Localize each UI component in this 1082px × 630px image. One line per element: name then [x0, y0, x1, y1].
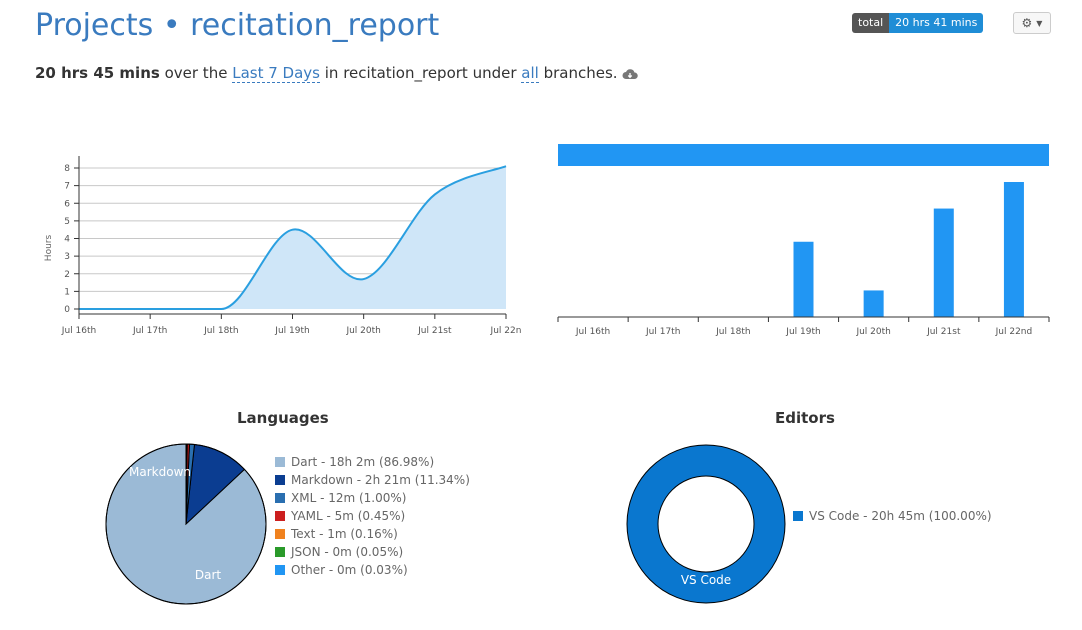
- line-chart-x-tick-label: Jul 21st: [417, 326, 452, 336]
- line-chart-series-line: [78, 165, 507, 310]
- legend-swatch: [275, 529, 285, 539]
- line-chart-y-tick-label: 0: [64, 305, 70, 315]
- summary-line: 20 hrs 45 mins over the Last 7 Days in r…: [35, 64, 639, 83]
- editors-donut-hole: [657, 475, 755, 573]
- branch-link[interactable]: all: [521, 64, 539, 83]
- badge-label: total: [852, 13, 890, 33]
- summary-text-in: in recitation_report under: [324, 64, 517, 82]
- languages-legend-item[interactable]: XML - 12m (1.00%): [275, 489, 470, 507]
- bar-chart-x-tick-label: Jul 22nd: [995, 327, 1033, 337]
- legend-swatch: [275, 565, 285, 575]
- line-chart-area: [79, 166, 506, 309]
- legend-swatch: [275, 475, 285, 485]
- legend-swatch: [275, 547, 285, 557]
- languages-slice-label-dart: Dart: [195, 568, 222, 582]
- line-chart-y-label: Hours: [44, 235, 54, 262]
- editors-legend-item[interactable]: VS Code - 20h 45m (100.00%): [793, 507, 992, 525]
- hours-line-chart: 0 1 2 3 4 5 6 7 8 Jul 16th Jul 17th Jul 18th Jul 19t…: [44, 156, 522, 336]
- line-chart-x-tick-label: Jul 16th: [61, 326, 96, 336]
- legend-label: Other - 0m (0.03%): [291, 563, 408, 577]
- line-chart-x-tick-label: Jul 17th: [132, 326, 167, 336]
- total-time-badge[interactable]: total 20 hrs 41 mins: [852, 13, 984, 33]
- languages-legend-item[interactable]: YAML - 5m (0.45%): [275, 507, 470, 525]
- bar-chart-x-tick-label: Jul 18th: [715, 327, 750, 337]
- project-name: recitation_report: [190, 8, 440, 43]
- line-chart-x-tick-label: Jul 20th: [345, 326, 380, 336]
- page-title: Projects • recitation_report: [35, 8, 439, 43]
- editors-title: Editors: [775, 409, 835, 427]
- line-chart-x-tick-label: Jul 18th: [203, 326, 238, 336]
- legend-label: VS Code - 20h 45m (100.00%): [809, 509, 992, 523]
- title-separator: •: [162, 8, 181, 43]
- legend-label: Dart - 18h 2m (86.98%): [291, 455, 435, 469]
- line-chart-y-tick-label: 6: [64, 199, 70, 209]
- legend-label: YAML - 5m (0.45%): [291, 509, 406, 523]
- date-range-link[interactable]: Last 7 Days: [232, 64, 320, 83]
- bar-chart-bar[interactable]: [863, 290, 884, 317]
- bar-chart-x-tick-label: Jul 21st: [926, 327, 961, 337]
- legend-swatch: [275, 511, 285, 521]
- bar-chart-x-tick-label: Jul 17th: [645, 327, 680, 337]
- projects-link[interactable]: Projects: [35, 8, 154, 43]
- languages-legend: Dart - 18h 2m (86.98%) Markdown - 2h 21m …: [275, 453, 470, 579]
- languages-slice-label-markdown: Markdown: [129, 465, 191, 479]
- legend-label: Text - 1m (0.16%): [291, 527, 398, 541]
- line-chart-y-tick-label: 2: [64, 270, 70, 280]
- languages-legend-item[interactable]: Dart - 18h 2m (86.98%): [275, 453, 470, 471]
- editors-slice-label: VS Code: [681, 573, 731, 587]
- daily-bar-chart: Jul 16th Jul 17th Jul 18th Jul 19th Jul 20th…: [557, 144, 1050, 337]
- languages-legend-item[interactable]: Other - 0m (0.03%): [275, 561, 470, 579]
- languages-pie-outline: [105, 443, 267, 605]
- legend-swatch: [275, 493, 285, 503]
- line-chart-x-tick-label: Jul 19th: [274, 326, 309, 336]
- line-chart-y-tick-label: 5: [64, 217, 70, 227]
- legend-label: Markdown - 2h 21m (11.34%): [291, 473, 470, 487]
- languages-title: Languages: [237, 409, 329, 427]
- bar-chart-bar[interactable]: [1003, 182, 1024, 317]
- legend-swatch: [275, 457, 285, 467]
- badge-value: 20 hrs 41 mins: [889, 13, 984, 33]
- summary-text-branches: branches.: [543, 64, 618, 82]
- legend-swatch: [793, 511, 803, 521]
- editors-legend: VS Code - 20h 45m (100.00%): [793, 507, 992, 525]
- editors-donut-chart: VS Code: [626, 444, 786, 604]
- cloud-download-icon[interactable]: [622, 64, 639, 82]
- legend-label: JSON - 0m (0.05%): [291, 545, 404, 559]
- bar-chart-bar[interactable]: [793, 241, 814, 317]
- line-chart-y-tick-label: 3: [64, 252, 70, 262]
- bar-chart-top-band: [558, 144, 1049, 166]
- total-time: 20 hrs 45 mins: [35, 64, 160, 82]
- settings-dropdown-button[interactable]: ⚙ ▼: [1013, 12, 1051, 34]
- line-chart-y-tick-label: 8: [64, 164, 70, 174]
- caret-down-icon: ▼: [1036, 18, 1043, 28]
- languages-legend-item[interactable]: Text - 1m (0.16%): [275, 525, 470, 543]
- line-chart-x-tick-label: Jul 22n: [490, 326, 522, 336]
- line-chart-y-tick-label: 7: [64, 182, 70, 192]
- line-chart-y-tick-label: 1: [64, 287, 70, 297]
- languages-pie-chart: Dart Markdown: [105, 443, 267, 605]
- bar-chart-x-tick-label: Jul 20th: [855, 327, 890, 337]
- bar-chart-x-tick-label: Jul 19th: [785, 327, 820, 337]
- bar-chart-x-tick-label: Jul 16th: [575, 327, 610, 337]
- languages-legend-item[interactable]: Markdown - 2h 21m (11.34%): [275, 471, 470, 489]
- line-chart-y-tick-label: 4: [64, 235, 70, 245]
- gear-icon: ⚙: [1021, 16, 1033, 30]
- summary-text-over: over the: [164, 64, 228, 82]
- legend-label: XML - 12m (1.00%): [291, 491, 407, 505]
- bar-chart-bar[interactable]: [933, 208, 954, 317]
- languages-legend-item[interactable]: JSON - 0m (0.05%): [275, 543, 470, 561]
